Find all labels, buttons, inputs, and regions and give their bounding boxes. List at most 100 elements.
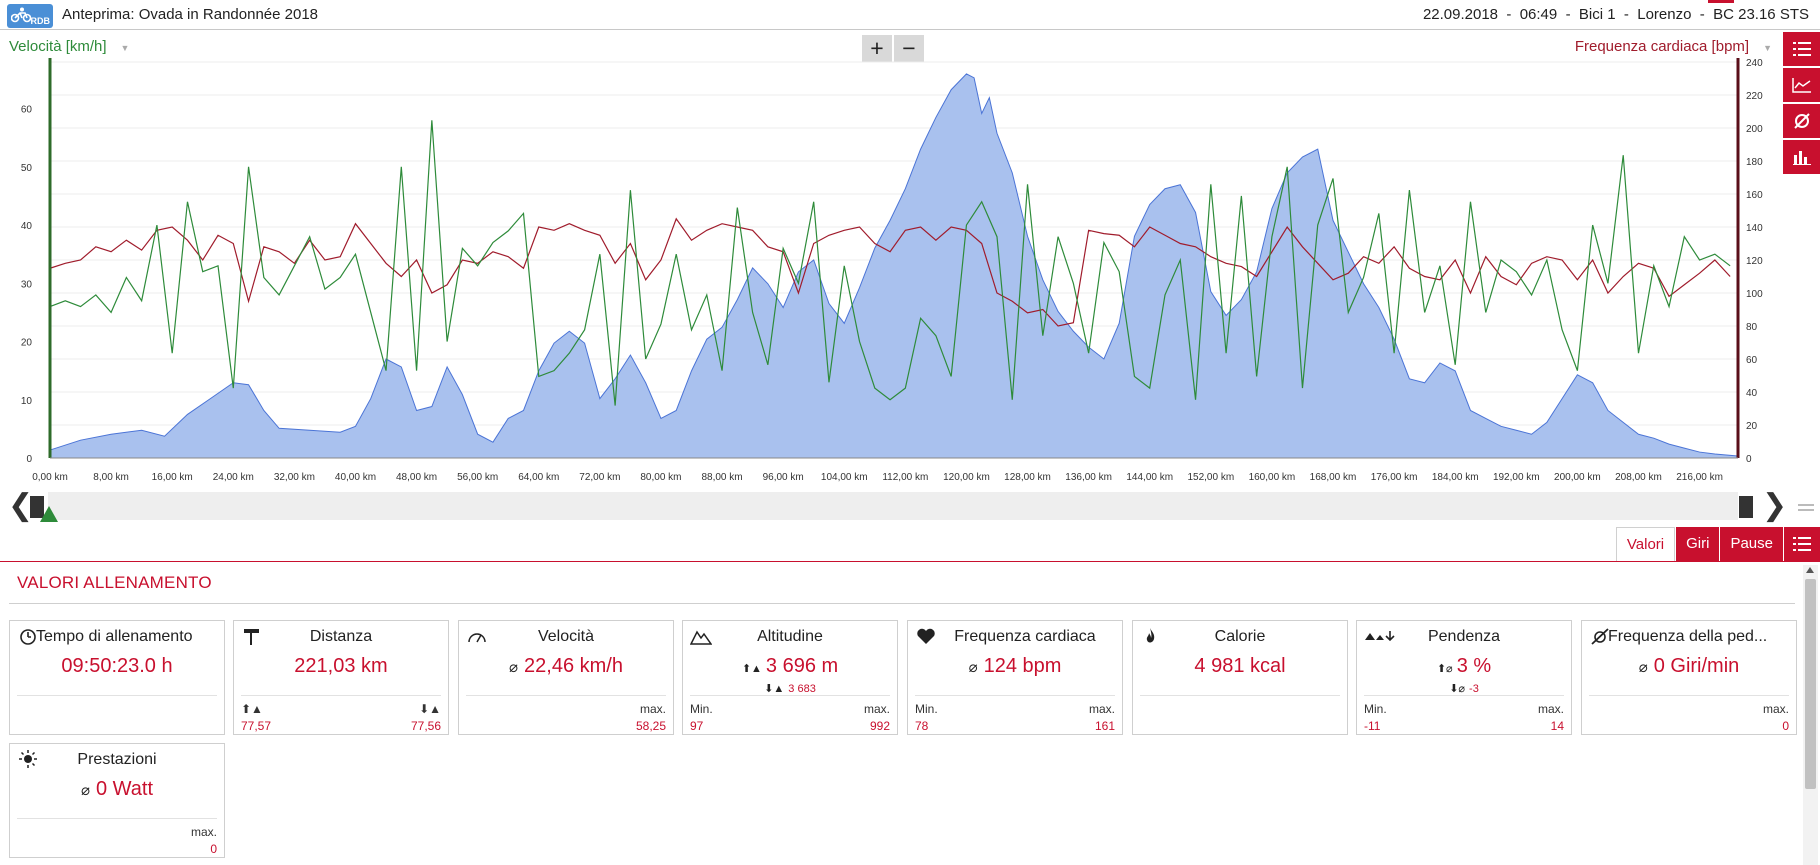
- card-sub-wrap: ⬇︎⌀ -3: [1357, 682, 1571, 695]
- uphill-average-icon: ⬆︎⌀: [1436, 663, 1453, 675]
- x-tick-label: 192,00 km: [1493, 472, 1540, 483]
- panel-tabs: Valori Giri Pause: [1615, 527, 1820, 561]
- right-tick-label: 100: [1746, 289, 1763, 300]
- stat-card-time: Tempo di allenamento 09:50:23.0 h: [9, 620, 225, 735]
- bar-chart-button[interactable]: [1783, 140, 1820, 174]
- mountain-icon: [690, 630, 712, 645]
- tab-pause[interactable]: Pause: [1720, 527, 1783, 561]
- card-value: 124 bpm: [983, 655, 1062, 677]
- max-label: max.: [1088, 702, 1115, 716]
- training-chart[interactable]: 0 10 20 30 40 50 60 0 20 40 60 80 100 120 140 160 180 200…: [0, 58, 1790, 488]
- scrollbar-thumb[interactable]: [1805, 579, 1816, 789]
- max-label: max.: [1762, 702, 1789, 716]
- left-tick-label: 10: [21, 396, 33, 407]
- right-tick-label: 40: [1746, 388, 1758, 399]
- left-tick-label: 50: [21, 163, 33, 174]
- range-handle-left[interactable]: [30, 496, 44, 518]
- signpost-icon: [244, 629, 259, 645]
- tab-giri[interactable]: Giri: [1676, 527, 1720, 561]
- average-icon: ⌀: [1638, 659, 1648, 676]
- right-tick-label: 180: [1746, 157, 1763, 168]
- chart-scroller[interactable]: ❮ ❯: [0, 489, 1820, 526]
- x-tick-label: 104,00 km: [821, 472, 868, 483]
- right-tick-label: 240: [1746, 58, 1763, 69]
- left-tick-label: 60: [21, 105, 33, 116]
- chevron-down-icon: ▼: [1763, 43, 1772, 53]
- card-value-wrap: ⌀ 124 bpm: [908, 655, 1122, 678]
- min-label: Min.: [690, 702, 713, 716]
- slope-icon: [1365, 631, 1395, 642]
- chevron-down-icon: ▼: [120, 43, 130, 53]
- x-tick-label: 8,00 km: [93, 472, 129, 483]
- right-tick-label: 220: [1746, 91, 1763, 102]
- left-axis-selector[interactable]: Velocità [km/h] ▼: [9, 38, 129, 55]
- card-value: 22,46 km/h: [524, 655, 623, 677]
- app-header: RDB Anteprima: Ovada in Randonnée 2018 2…: [0, 0, 1820, 30]
- x-tick-label: 40,00 km: [335, 472, 376, 483]
- app-logo[interactable]: RDB: [7, 4, 53, 28]
- card-value: 3 696 m: [765, 655, 839, 677]
- stat-card-speed: Velocità ⌀ 22,46 km/h max. 58,25: [458, 620, 674, 735]
- altitude-line: [49, 73, 1738, 457]
- scroll-up-arrow[interactable]: [1806, 567, 1814, 573]
- descent-value: 3 683: [788, 683, 816, 695]
- x-tick-label: 136,00 km: [1065, 472, 1112, 483]
- bar-chart-icon: [1792, 151, 1811, 165]
- card-value-wrap: ⌀ 0 Watt: [10, 778, 224, 801]
- range-handle-right[interactable]: [1739, 496, 1753, 518]
- heart-icon: [917, 628, 935, 644]
- x-tick-label: 56,00 km: [457, 472, 498, 483]
- x-tick-label: 152,00 km: [1187, 472, 1234, 483]
- x-tick-label: 168,00 km: [1310, 472, 1357, 483]
- tab-valori[interactable]: Valori: [1615, 527, 1676, 561]
- panel-menu-button[interactable]: [1784, 527, 1820, 561]
- average-button[interactable]: [1783, 104, 1820, 138]
- card-divider: [17, 818, 217, 819]
- right-tick-label: 120: [1746, 256, 1763, 267]
- left-tick-label: 30: [21, 279, 33, 290]
- card-sub-wrap: ⬇︎▲ 3 683: [683, 682, 897, 695]
- max-value: 0: [210, 842, 217, 856]
- scroller-menu-icon[interactable]: [1798, 504, 1814, 511]
- left-tick-label: 40: [21, 221, 33, 232]
- x-tick-label: 88,00 km: [701, 472, 742, 483]
- card-divider: [17, 695, 217, 696]
- max-value: 161: [1094, 719, 1115, 733]
- max-value: 58,25: [635, 719, 666, 733]
- panel-scrollbar[interactable]: [1803, 565, 1818, 865]
- right-axis-selector[interactable]: Frequenza cardiaca [bpm] ▼: [1575, 38, 1772, 55]
- speed-line: [49, 120, 1731, 406]
- card-value: 3 %: [1456, 655, 1492, 677]
- line-chart-button[interactable]: [1783, 68, 1820, 102]
- average-icon: ⌀: [509, 659, 519, 676]
- zoom-out-button[interactable]: −: [894, 35, 924, 62]
- right-tick-label: 160: [1746, 190, 1763, 201]
- card-value: 0 Giri/min: [1653, 655, 1740, 677]
- position-marker-icon[interactable]: [40, 506, 58, 522]
- right-tick-label: 60: [1746, 355, 1758, 366]
- card-divider: [690, 695, 890, 696]
- card-value-wrap: ⌀ 22,46 km/h: [459, 655, 673, 678]
- x-tick-label: 184,00 km: [1432, 472, 1479, 483]
- x-tick-label: 64,00 km: [518, 472, 559, 483]
- min-value: 78: [915, 719, 929, 733]
- cyclist-icon: [11, 7, 31, 23]
- stat-card-calories: Calorie 4 981 kcal: [1132, 620, 1348, 735]
- altitude-area: [50, 73, 1738, 458]
- card-title: Pendenza: [1427, 628, 1501, 645]
- stat-card-power: Prestazioni ⌀ 0 Watt max. 0: [9, 743, 225, 858]
- min-value: 97: [690, 719, 704, 733]
- uphill-distance-value: 77,57: [241, 719, 272, 733]
- card-divider: [1589, 695, 1789, 696]
- scroll-left-arrow[interactable]: ❮: [8, 489, 34, 522]
- min-label: Min.: [915, 702, 938, 716]
- scroll-right-arrow[interactable]: ❯: [1762, 489, 1788, 522]
- stat-card-altitude: Altitudine ⬆︎▲ 3 696 m ⬇︎▲ 3 683 Min. 97 m…: [682, 620, 898, 735]
- list-view-button[interactable]: [1783, 32, 1820, 66]
- x-tick-label: 176,00 km: [1371, 472, 1418, 483]
- card-title: Altitudine: [757, 628, 823, 645]
- stopwatch-icon: [20, 629, 36, 645]
- scroller-range[interactable]: [48, 492, 1738, 520]
- zoom-in-button[interactable]: +: [862, 35, 892, 62]
- x-tick-label: 32,00 km: [274, 472, 315, 483]
